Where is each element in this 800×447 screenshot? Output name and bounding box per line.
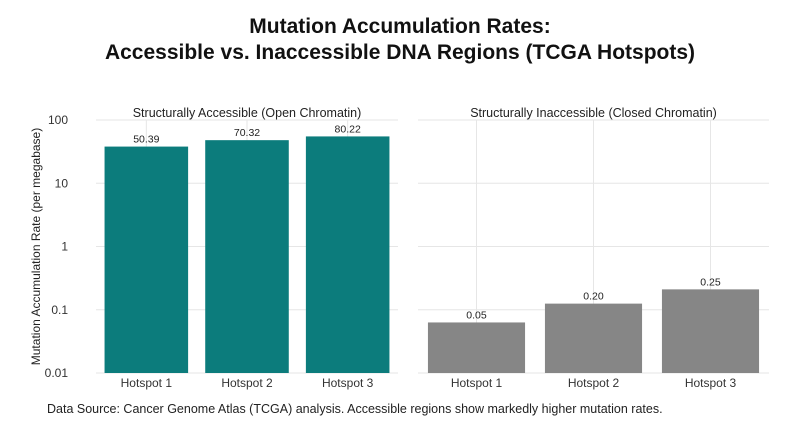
data-label: 0.05 — [466, 309, 487, 321]
y-tick-label: 0.1 — [51, 303, 68, 317]
data-label: 0.25 — [700, 276, 721, 288]
y-tick-label: 10 — [55, 176, 69, 190]
chart-title-line-2: Accessible vs. Inaccessible DNA Regions … — [104, 41, 696, 64]
x-tick-label: Hotspot 2 — [568, 376, 620, 390]
panel-title: Structurally Inaccessible (Closed Chroma… — [470, 106, 717, 120]
bar — [104, 146, 189, 373]
chart-caption: Data Source: Cancer Genome Atlas (TCGA) … — [47, 402, 663, 416]
bar — [305, 136, 390, 373]
x-tick-label: Hotspot 1 — [451, 376, 503, 390]
bar — [544, 303, 643, 373]
x-tick-label: Hotspot 2 — [221, 376, 273, 390]
bar — [205, 140, 289, 373]
data-label: 0.20 — [583, 291, 604, 303]
bar — [661, 289, 760, 373]
chart-title: Mutation Accumulation Rates: Accessible … — [0, 14, 800, 66]
y-tick-label: 1 — [61, 240, 68, 254]
y-tick-label: 100 — [48, 113, 68, 127]
x-tick-label: Hotspot 1 — [121, 376, 173, 390]
y-tick-label: 0.01 — [45, 366, 69, 380]
data-label: 70.32 — [234, 127, 260, 139]
data-label: 80.22 — [335, 123, 361, 135]
x-tick-label: Hotspot 3 — [322, 376, 374, 390]
x-tick-label: Hotspot 3 — [685, 376, 737, 390]
data-label: 50.39 — [133, 134, 159, 146]
panel-title: Structurally Accessible (Open Chromatin) — [133, 106, 362, 120]
chart-title-line-1: Mutation Accumulation Rates: — [249, 15, 551, 38]
bar — [427, 322, 526, 373]
y-axis-title: Mutation Accumulation Rate (per megabase… — [29, 128, 43, 365]
